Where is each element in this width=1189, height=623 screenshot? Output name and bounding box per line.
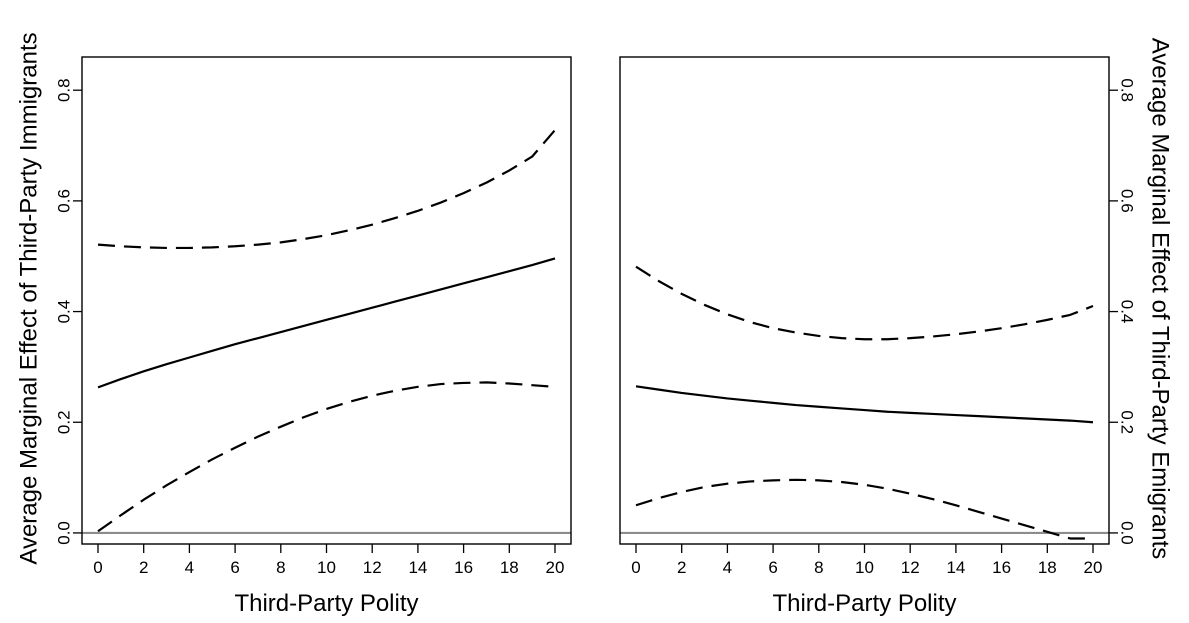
right-panel-x-axis-title: Third-Party Polity	[772, 590, 956, 617]
right-panel-y-tick-label: 0.0	[1118, 521, 1137, 545]
right-panel-y-tick-label: 0.8	[1118, 78, 1137, 102]
right-panel-estimate-line	[635, 385, 1094, 424]
right-panel-y-tick-label: 0.4	[1118, 300, 1137, 324]
left-panel-frame	[81, 56, 572, 545]
left-panel-x-tick-label: 16	[454, 558, 473, 577]
right-panel-x-tick-label: 12	[901, 558, 920, 577]
left-panel-x-tick-label: 12	[363, 558, 382, 577]
left-panel-y-tick-label: 0.2	[54, 410, 73, 434]
left-panel-y-tick-label: 0.0	[54, 521, 73, 545]
right-panel-x-tick-label: 4	[723, 558, 732, 577]
right-panel-lower-bound-line	[635, 478, 1093, 540]
left-panel-estimate-line	[97, 257, 556, 389]
left-panel-y-tick-label: 0.4	[54, 300, 73, 324]
right-panel-y-tick-label: 0.2	[1118, 410, 1137, 434]
right-panel-upper-bound-line	[635, 265, 1094, 341]
left-panel-x-tick-label: 2	[139, 558, 148, 577]
left-panel-y-tick-label: 0.8	[54, 78, 73, 102]
right-panel-x-tick-label: 8	[814, 558, 823, 577]
left-panel-x-tick-label: 8	[276, 558, 285, 577]
right-panel-x-tick-label: 0	[631, 558, 640, 577]
left-panel-x-tick-label: 20	[546, 558, 565, 577]
right-panel-x-tick-label: 18	[1038, 558, 1057, 577]
left-panel-x-tick-label: 0	[93, 558, 102, 577]
left-panel-x-tick-label: 6	[230, 558, 239, 577]
left-panel-y-tick-label: 0.6	[54, 189, 73, 213]
left-panel-x-tick-label: 18	[500, 558, 519, 577]
right-panel-x-tick-label: 2	[677, 558, 686, 577]
left-panel-upper-bound-line	[97, 129, 556, 250]
right-panel-x-tick-label: 20	[1084, 558, 1103, 577]
right-panel-x-tick-label: 16	[992, 558, 1011, 577]
left-panel-x-axis-title: Third-Party Polity	[234, 590, 418, 617]
right-panel-x-tick-label: 14	[946, 558, 965, 577]
right-panel: 0 2 4 6 8 10 12 14 16 18 20 Third-Party Polity 0.0 0.…	[619, 38, 1174, 617]
left-panel-x-tick-label: 4	[185, 558, 194, 577]
right-panel-x-tick-label: 10	[855, 558, 874, 577]
right-panel-x-tick-label: 6	[768, 558, 777, 577]
right-panel-y-tick-label: 0.6	[1118, 189, 1137, 213]
left-panel: 0 2 4 6 8 10 12 14 16 18 20 Third-Party Polity 0.0 0.…	[15, 32, 572, 617]
left-panel-lower-bound-line	[97, 381, 556, 533]
left-panel-x-tick-label: 10	[317, 558, 336, 577]
right-panel-y-axis-title: Average Marginal Effect of Third-Party E…	[1147, 38, 1174, 560]
left-panel-x-tick-label: 14	[408, 558, 427, 577]
left-panel-y-axis-title: Average Marginal Effect of Third-Party I…	[15, 32, 42, 564]
